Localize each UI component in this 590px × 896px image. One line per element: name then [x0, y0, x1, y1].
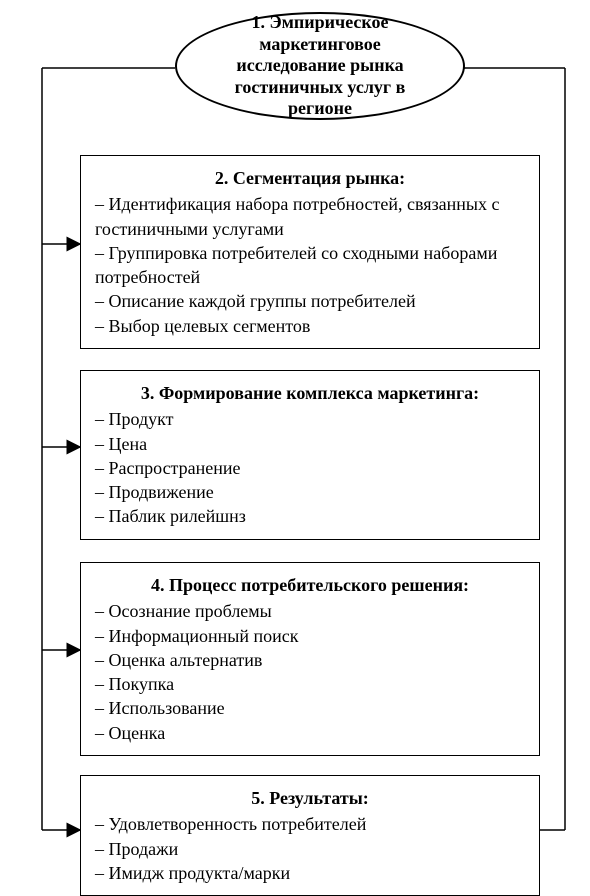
box-item: – Покупка: [95, 672, 525, 696]
box-item: – Цена: [95, 432, 525, 456]
node-box5: 5. Результаты:– Удовлетворенность потреб…: [80, 775, 540, 896]
box-item: – Описание каждой группы потребителей: [95, 289, 525, 313]
box-item: – Удовлетворенность потребителей: [95, 812, 525, 836]
box-item: – Паблик рилейшнз: [95, 504, 525, 528]
box-item: – Продвижение: [95, 480, 525, 504]
box-item: – Группировка потребителей со сходными н…: [95, 241, 525, 290]
node-box2: 2. Сегментация рынка:– Идентификация наб…: [80, 155, 540, 349]
box-item: – Распространение: [95, 456, 525, 480]
box-title: 3. Формирование комплекса маркетинга:: [95, 381, 525, 405]
box-title: 4. Процесс потребительского решения:: [95, 573, 525, 597]
box-item: – Имидж продукта/марки: [95, 861, 525, 885]
box-item: – Осознание проблемы: [95, 599, 525, 623]
box-title: 5. Результаты:: [95, 786, 525, 810]
box-item: – Информационный поиск: [95, 624, 525, 648]
box-item: – Оценка альтернатив: [95, 648, 525, 672]
node-ellipse-1: 1. Эмпирическое маркетинговое исследован…: [175, 12, 465, 120]
node-box4: 4. Процесс потребительского решения:– Ос…: [80, 562, 540, 756]
box-item: – Идентификация набора потребностей, свя…: [95, 192, 525, 241]
box-item: – Оценка: [95, 721, 525, 745]
ellipse-title: 1. Эмпирическое маркетинговое исследован…: [207, 12, 433, 120]
box-item: – Продукт: [95, 407, 525, 431]
box-item: – Продажи: [95, 837, 525, 861]
node-box3: 3. Формирование комплекса маркетинга:– П…: [80, 370, 540, 540]
box-title: 2. Сегментация рынка:: [95, 166, 525, 190]
box-item: – Выбор целевых сегментов: [95, 314, 525, 338]
box-item: – Использование: [95, 696, 525, 720]
diagram-canvas: 1. Эмпирическое маркетинговое исследован…: [0, 0, 590, 890]
